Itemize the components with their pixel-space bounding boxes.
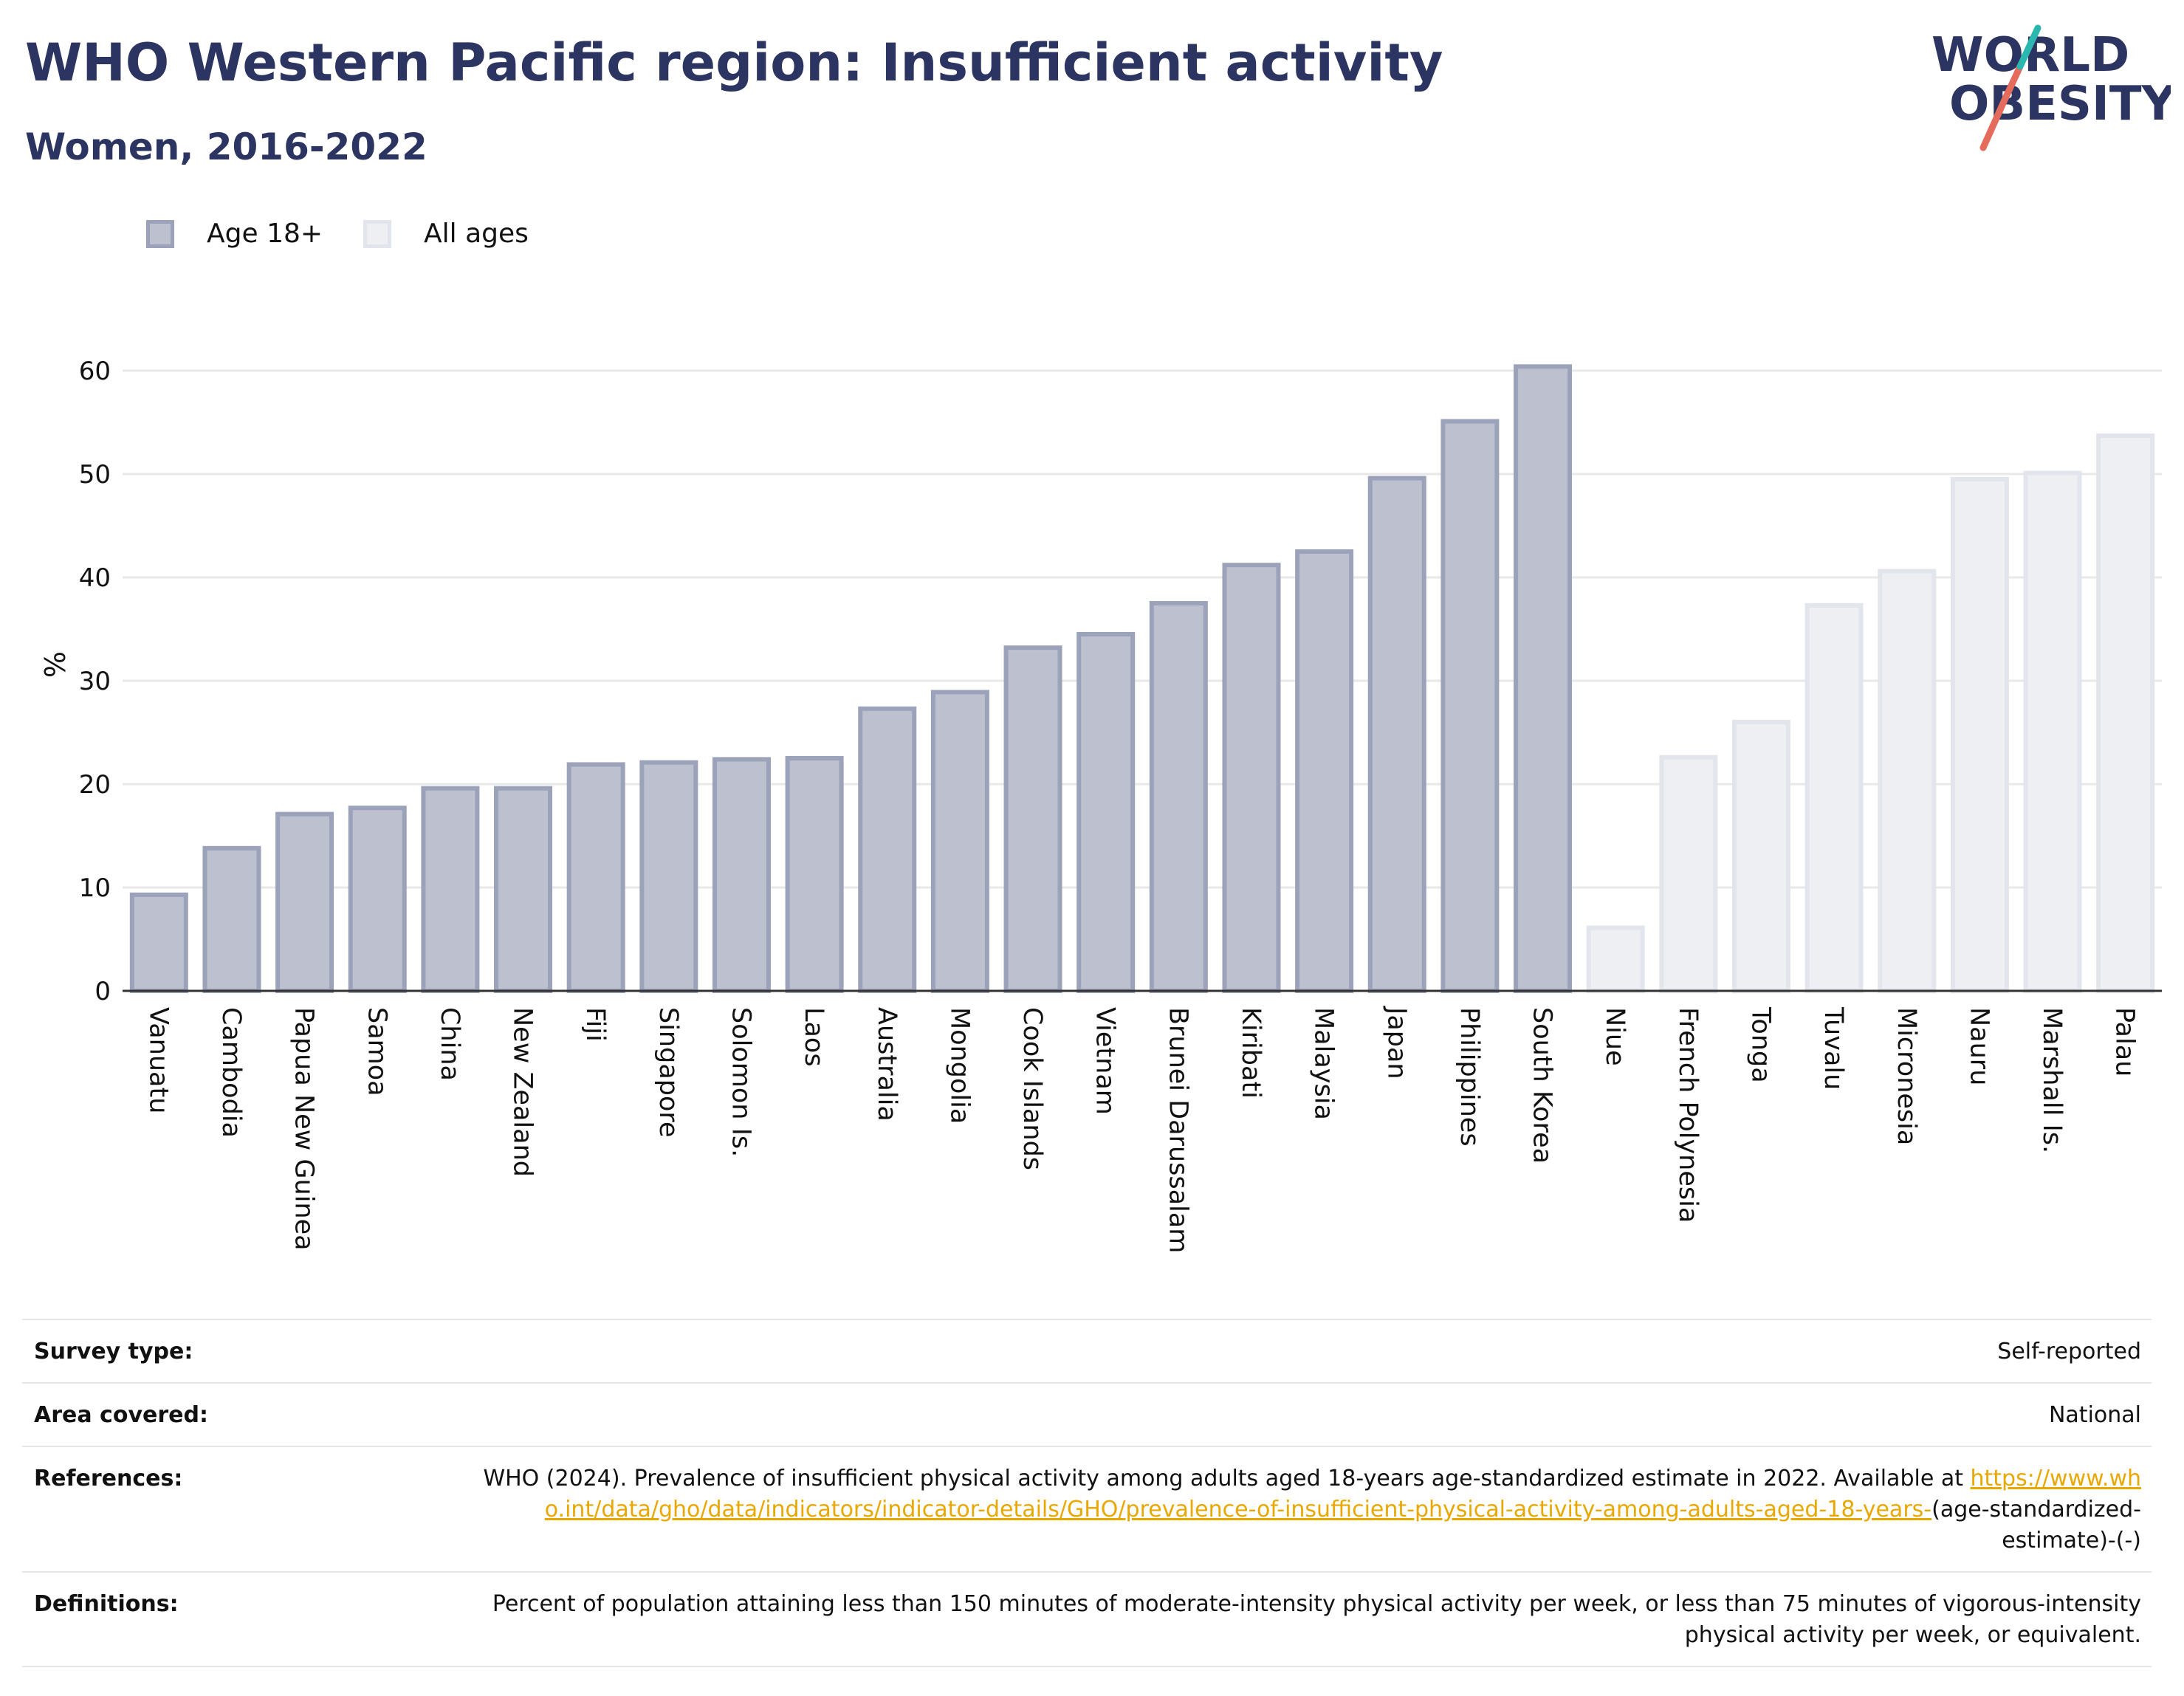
bar[interactable]	[1586, 925, 1645, 993]
x-tick-label: New Zealand	[508, 1007, 538, 1177]
x-tick-label: South Korea	[1528, 1007, 1557, 1164]
y-tick-label: 30	[79, 667, 111, 696]
footer-row-references: References: WHO (2024). Prevalence of in…	[22, 1446, 2152, 1571]
y-tick-label: 0	[95, 977, 111, 1006]
reference-text: WHO (2024). Prevalence of insufficient p…	[483, 1466, 1963, 1491]
bar[interactable]	[566, 762, 625, 994]
footer-row-definitions: Definitions: Percent of population attai…	[22, 1571, 2152, 1667]
x-tick-label: French Polynesia	[1673, 1007, 1703, 1223]
logo-line-2: OBESITY	[1949, 77, 2171, 131]
bars	[129, 364, 2155, 994]
footer-label: Survey type:	[34, 1339, 193, 1364]
x-tick-label: Australia	[872, 1007, 902, 1122]
bar[interactable]	[1440, 419, 1500, 993]
bar[interactable]	[858, 706, 917, 993]
bar[interactable]	[1804, 602, 1864, 993]
x-tick-label: Cambodia	[216, 1007, 246, 1138]
x-tick-label: Marshall Is.	[2037, 1007, 2067, 1153]
chart-legend: Age 18+ All ages	[146, 219, 569, 249]
x-tick-label: Japan	[1381, 1006, 1411, 1079]
bar[interactable]	[712, 757, 771, 994]
bar[interactable]	[1367, 476, 1426, 993]
x-tick-label: Philippines	[1455, 1007, 1484, 1147]
x-tick-label: Vietnam	[1091, 1007, 1120, 1115]
bar[interactable]	[2023, 470, 2082, 993]
footer-row-survey-type: Survey type: Self-reported	[22, 1319, 2152, 1382]
bar[interactable]	[1149, 601, 1208, 993]
x-tick-label: Vanuatu	[143, 1007, 173, 1113]
y-tick-label: 50	[79, 460, 111, 490]
bar[interactable]	[1878, 569, 1937, 993]
bar[interactable]	[1295, 549, 1354, 993]
footer-label: Area covered:	[34, 1402, 208, 1428]
reference-link[interactable]: https://www.who.int/data/gho/data/indica…	[544, 1466, 2141, 1522]
reference-suffix: (age-standardized-estimate)-(-)	[1931, 1497, 2141, 1553]
y-axis-label: %	[38, 651, 70, 678]
chart-title: WHO Western Pacific region: Insufficient…	[25, 32, 1443, 93]
x-tick-label: Fiji	[580, 1007, 610, 1042]
legend-label-age-18: Age 18+	[207, 219, 323, 249]
bar[interactable]	[639, 760, 698, 993]
bar[interactable]	[930, 690, 989, 994]
footer-row-area-covered: Area covered: National	[22, 1382, 2152, 1446]
y-tick-label: 40	[79, 563, 111, 593]
x-tick-label: Samoa	[362, 1007, 391, 1096]
legend-item-all-ages[interactable]: All ages	[363, 219, 529, 249]
world-obesity-logo: WORLD OBESITY	[1931, 24, 2171, 151]
y-tick-label: 20	[79, 770, 111, 800]
bar[interactable]	[202, 845, 261, 994]
x-tick-label: Niue	[1600, 1007, 1630, 1066]
bar[interactable]	[1659, 755, 1718, 993]
x-tick-labels: Vanuatu Cambodia Papua New Guinea Samoa Chin…	[143, 1006, 2139, 1253]
x-tick-label: Tuvalu	[1819, 1006, 1848, 1090]
bar[interactable]	[275, 811, 334, 993]
bar[interactable]	[785, 756, 844, 993]
footer-value: National	[2048, 1402, 2141, 1428]
x-tick-label: Mongolia	[944, 1007, 974, 1124]
footer-label: References:	[34, 1466, 183, 1491]
y-tick-labels: 0 10 20 30 40 50 60	[79, 357, 111, 1006]
footer-label: Definitions:	[34, 1591, 179, 1617]
y-tick-label: 10	[79, 873, 111, 903]
x-tick-label: China	[435, 1007, 464, 1081]
x-tick-label: Tonga	[1745, 1006, 1775, 1083]
x-tick-label: Nauru	[1964, 1007, 1994, 1085]
footer-value: Self-reported	[1997, 1339, 2141, 1364]
bar-chart: 0 10 20 30 40 50 60 % Vanuatu Cambodia Papua New…	[38, 357, 2162, 1253]
x-tick-label: Kiribati	[1236, 1007, 1266, 1099]
x-tick-label: Papua New Guinea	[289, 1007, 319, 1251]
bar[interactable]	[129, 892, 188, 994]
bar[interactable]	[2096, 433, 2155, 993]
x-tick-label: Cook Islands	[1017, 1007, 1047, 1170]
chart-subtitle: Women, 2016-2022	[25, 126, 427, 168]
bar[interactable]	[1514, 364, 1573, 993]
legend-item-age-18[interactable]: Age 18+	[146, 219, 323, 249]
footer-value: WHO (2024). Prevalence of insufficient p…	[473, 1463, 2141, 1556]
x-tick-label: Singapore	[653, 1007, 683, 1138]
bar[interactable]	[348, 806, 407, 993]
chart-footer: Survey type: Self-reported Area covered:…	[22, 1319, 2152, 1667]
bar[interactable]	[494, 786, 553, 993]
legend-label-all-ages: All ages	[424, 219, 529, 249]
bar[interactable]	[1003, 645, 1062, 993]
legend-swatch-age-18	[146, 219, 174, 248]
footer-value: Percent of population attaining less tha…	[492, 1591, 2141, 1648]
x-tick-label: Palau	[2110, 1007, 2140, 1077]
bar[interactable]	[1731, 720, 1790, 993]
x-tick-label: Micronesia	[1892, 1007, 1921, 1145]
bar[interactable]	[1076, 632, 1136, 993]
bar[interactable]	[421, 786, 480, 993]
x-tick-label: Malaysia	[1309, 1007, 1339, 1120]
x-tick-label: Solomon Is.	[726, 1007, 755, 1157]
bar[interactable]	[1950, 477, 2009, 993]
legend-swatch-all-ages	[363, 219, 392, 248]
x-tick-label: Brunei Darussalam	[1163, 1007, 1192, 1253]
x-tick-label: Laos	[799, 1007, 828, 1067]
bar[interactable]	[1222, 563, 1281, 993]
y-tick-label: 60	[79, 357, 111, 386]
